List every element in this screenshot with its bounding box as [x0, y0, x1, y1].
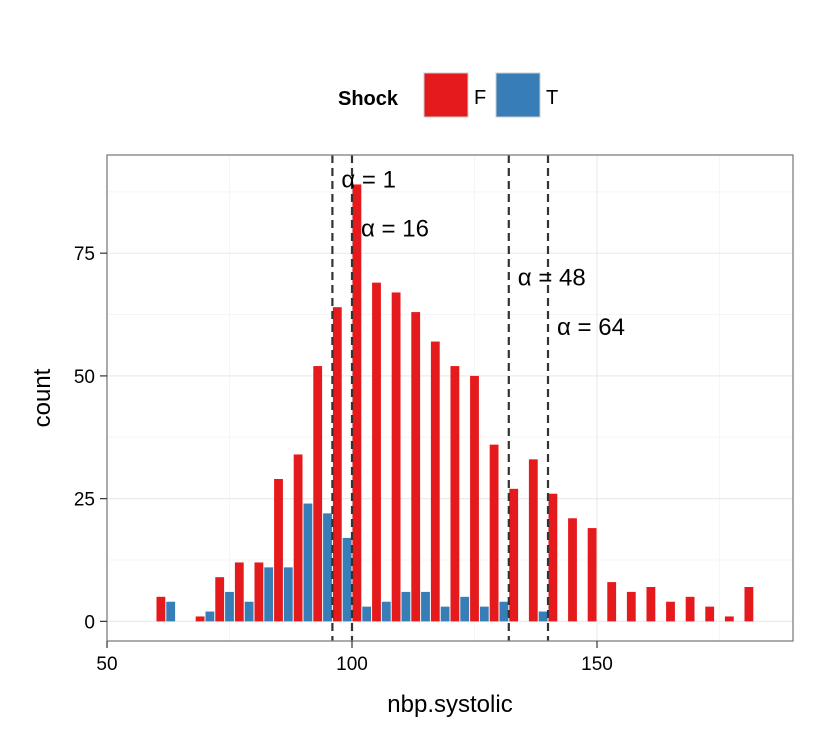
plot-border: [106, 154, 794, 642]
bar-t-138: [538, 611, 548, 622]
legend-label-t: T: [546, 87, 558, 109]
bar-t-94: [323, 513, 332, 622]
bar-f-70: [195, 616, 205, 622]
bar-t-62: [166, 601, 176, 622]
x-axis-title: nbp.systolic: [387, 691, 512, 718]
vlines: [331, 155, 550, 641]
bar-f-82: [254, 562, 264, 622]
bar-f-150: [587, 528, 597, 622]
bar-f-142: [548, 493, 558, 622]
bar-f-134: [509, 488, 519, 622]
bar-t-126: [479, 606, 489, 622]
bar-f-170: [685, 596, 695, 622]
bar-f-98: [332, 307, 342, 622]
plot-panel: [107, 155, 793, 641]
bar-f-62: [156, 596, 166, 622]
bar-t-122: [460, 596, 470, 622]
y-tick-label-75: 75: [74, 244, 95, 265]
bar-t-90: [303, 503, 313, 622]
axes: 50 100 150 0 25 50 75: [74, 244, 613, 675]
legend-label-f: F: [474, 87, 486, 109]
vline-label-3: α = 64: [557, 314, 625, 341]
bar-f-78: [234, 562, 244, 622]
x-tick-label-100: 100: [336, 654, 368, 675]
legend-swatch-f: [423, 72, 469, 118]
x-tick-label-50: 50: [96, 654, 117, 675]
bar-f-126: [470, 375, 479, 622]
bar-t-106: [381, 601, 391, 622]
bar-f-90: [293, 454, 303, 622]
bar-f-174: [705, 606, 715, 622]
bar-t-70: [205, 611, 215, 622]
x-tick-label-150: 150: [581, 654, 613, 675]
bar-f-114: [411, 312, 421, 622]
bar-f-130: [489, 444, 499, 622]
vline-label-1: α = 16: [361, 216, 429, 243]
bar-t-74: [225, 591, 234, 622]
vline-label-2: α = 48: [518, 265, 586, 292]
bar-f-154: [607, 582, 617, 622]
bar-f-106: [372, 282, 381, 622]
bars: [156, 184, 754, 622]
vline-label-0: α = 1: [341, 167, 396, 194]
bar-t-102: [362, 606, 372, 622]
annotations: α = 1 α = 16 α = 48 α = 64: [341, 167, 625, 341]
bar-f-138: [528, 459, 538, 622]
legend-title: Shock: [338, 88, 399, 110]
y-axis-title: count: [29, 368, 56, 427]
y-tick-label-25: 25: [74, 490, 95, 511]
bar-t-110: [401, 591, 411, 622]
bar-f-182: [744, 587, 754, 622]
bar-t-114: [421, 591, 430, 622]
bar-t-82: [264, 567, 274, 622]
bar-t-98: [342, 537, 352, 622]
bar-f-110: [391, 292, 401, 622]
y-tick-label-0: 0: [84, 612, 95, 633]
bar-t-78: [244, 601, 254, 622]
bar-t-130: [499, 601, 509, 622]
bar-t-86: [283, 567, 293, 622]
bar-f-74: [215, 577, 225, 622]
bar-f-94: [313, 366, 323, 622]
bar-f-102: [352, 184, 362, 622]
bar-f-166: [666, 601, 675, 622]
bar-f-122: [450, 366, 460, 622]
bar-f-158: [626, 591, 636, 622]
bar-f-86: [274, 479, 283, 622]
bar-f-162: [646, 587, 656, 622]
bar-f-118: [430, 341, 440, 622]
bar-f-178: [724, 616, 734, 622]
bar-f-146: [568, 518, 577, 622]
y-tick-label-50: 50: [74, 367, 95, 388]
legend: Shock F T: [338, 72, 558, 118]
bar-t-118: [440, 606, 450, 622]
legend-swatch-t: [495, 72, 541, 118]
